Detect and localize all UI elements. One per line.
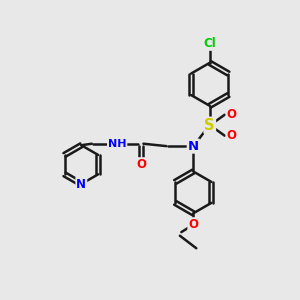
Text: O: O [226,129,236,142]
Text: N: N [188,140,199,153]
Text: NH: NH [108,139,126,149]
Text: S: S [205,118,215,133]
Text: O: O [136,158,146,171]
Text: O: O [226,108,236,121]
Text: N: N [76,178,86,190]
Text: Cl: Cl [203,37,216,50]
Text: O: O [188,218,198,231]
